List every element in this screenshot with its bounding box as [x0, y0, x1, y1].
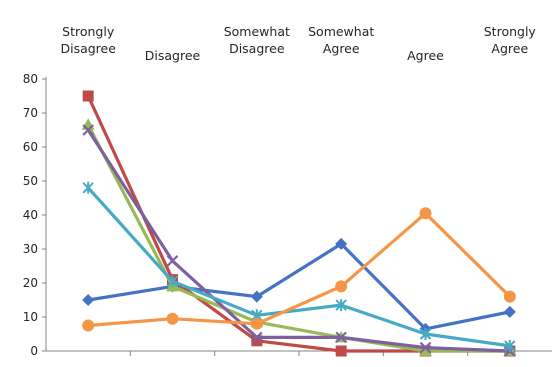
data-point	[335, 299, 347, 312]
data-point	[166, 312, 179, 325]
y-tick-label: 10	[23, 310, 38, 324]
series-line	[86, 94, 512, 353]
category-label: Strongly Disagree	[60, 24, 116, 56]
category-label-line: Strongly	[62, 24, 115, 39]
category-label-line: Agree	[323, 41, 360, 56]
category-labels: Strongly Disagree Disagree Somewhat Disagree…	[60, 24, 536, 63]
data-point	[166, 275, 179, 288]
data-point	[335, 345, 347, 357]
category-label-line: Somewhat	[224, 24, 290, 39]
category-label: Somewhat Agree	[308, 24, 374, 56]
data-point	[82, 319, 95, 332]
data-point	[82, 90, 94, 102]
y-tick-label: 50	[23, 174, 38, 188]
series-line	[86, 128, 512, 353]
data-point	[419, 341, 432, 354]
y-tick-label: 40	[23, 208, 38, 222]
data-point	[251, 335, 263, 347]
category-label: Agree	[407, 48, 444, 63]
category-label-line: Disagree	[145, 48, 201, 63]
series-line	[86, 186, 512, 348]
data-point	[503, 290, 516, 303]
category-label-line: Somewhat	[308, 24, 374, 39]
data-point	[251, 331, 263, 344]
data-point	[504, 339, 516, 352]
series-6	[82, 207, 516, 332]
category-label-line: Agree	[491, 41, 528, 56]
series-line	[86, 211, 512, 328]
category-label: Somewhat Disagree	[224, 24, 290, 56]
data-point	[335, 237, 348, 250]
y-tick-label: 30	[23, 242, 38, 256]
data-point	[166, 255, 179, 267]
series-layer	[81, 90, 517, 357]
axes: 0 10 20 30 40 50 60 70 80	[23, 72, 552, 358]
category-label-line: Agree	[407, 48, 444, 63]
data-point	[82, 181, 94, 194]
data-point	[250, 317, 263, 330]
data-point	[503, 305, 516, 318]
category-label-line: Disagree	[229, 41, 285, 56]
series-5	[82, 181, 516, 352]
series-line	[86, 123, 512, 353]
series-line	[86, 242, 512, 331]
data-point	[82, 294, 95, 306]
series-4	[82, 124, 516, 357]
data-point	[419, 328, 432, 340]
category-label: Disagree	[145, 48, 201, 63]
y-tick-label: 60	[23, 140, 38, 154]
y-tick-label: 70	[23, 106, 38, 120]
data-point	[82, 124, 94, 136]
data-point	[335, 331, 347, 344]
category-label-line: Strongly	[484, 24, 537, 39]
y-tick-label: 0	[30, 344, 38, 358]
category-label-line: Disagree	[60, 41, 116, 56]
data-point	[419, 207, 432, 220]
category-label: Strongly Agree	[484, 24, 537, 56]
data-point	[81, 118, 95, 130]
data-point	[335, 280, 348, 293]
data-point	[419, 344, 432, 356]
data-point	[250, 290, 263, 303]
y-tick-label: 20	[23, 276, 38, 290]
y-tick-label: 80	[23, 72, 38, 86]
